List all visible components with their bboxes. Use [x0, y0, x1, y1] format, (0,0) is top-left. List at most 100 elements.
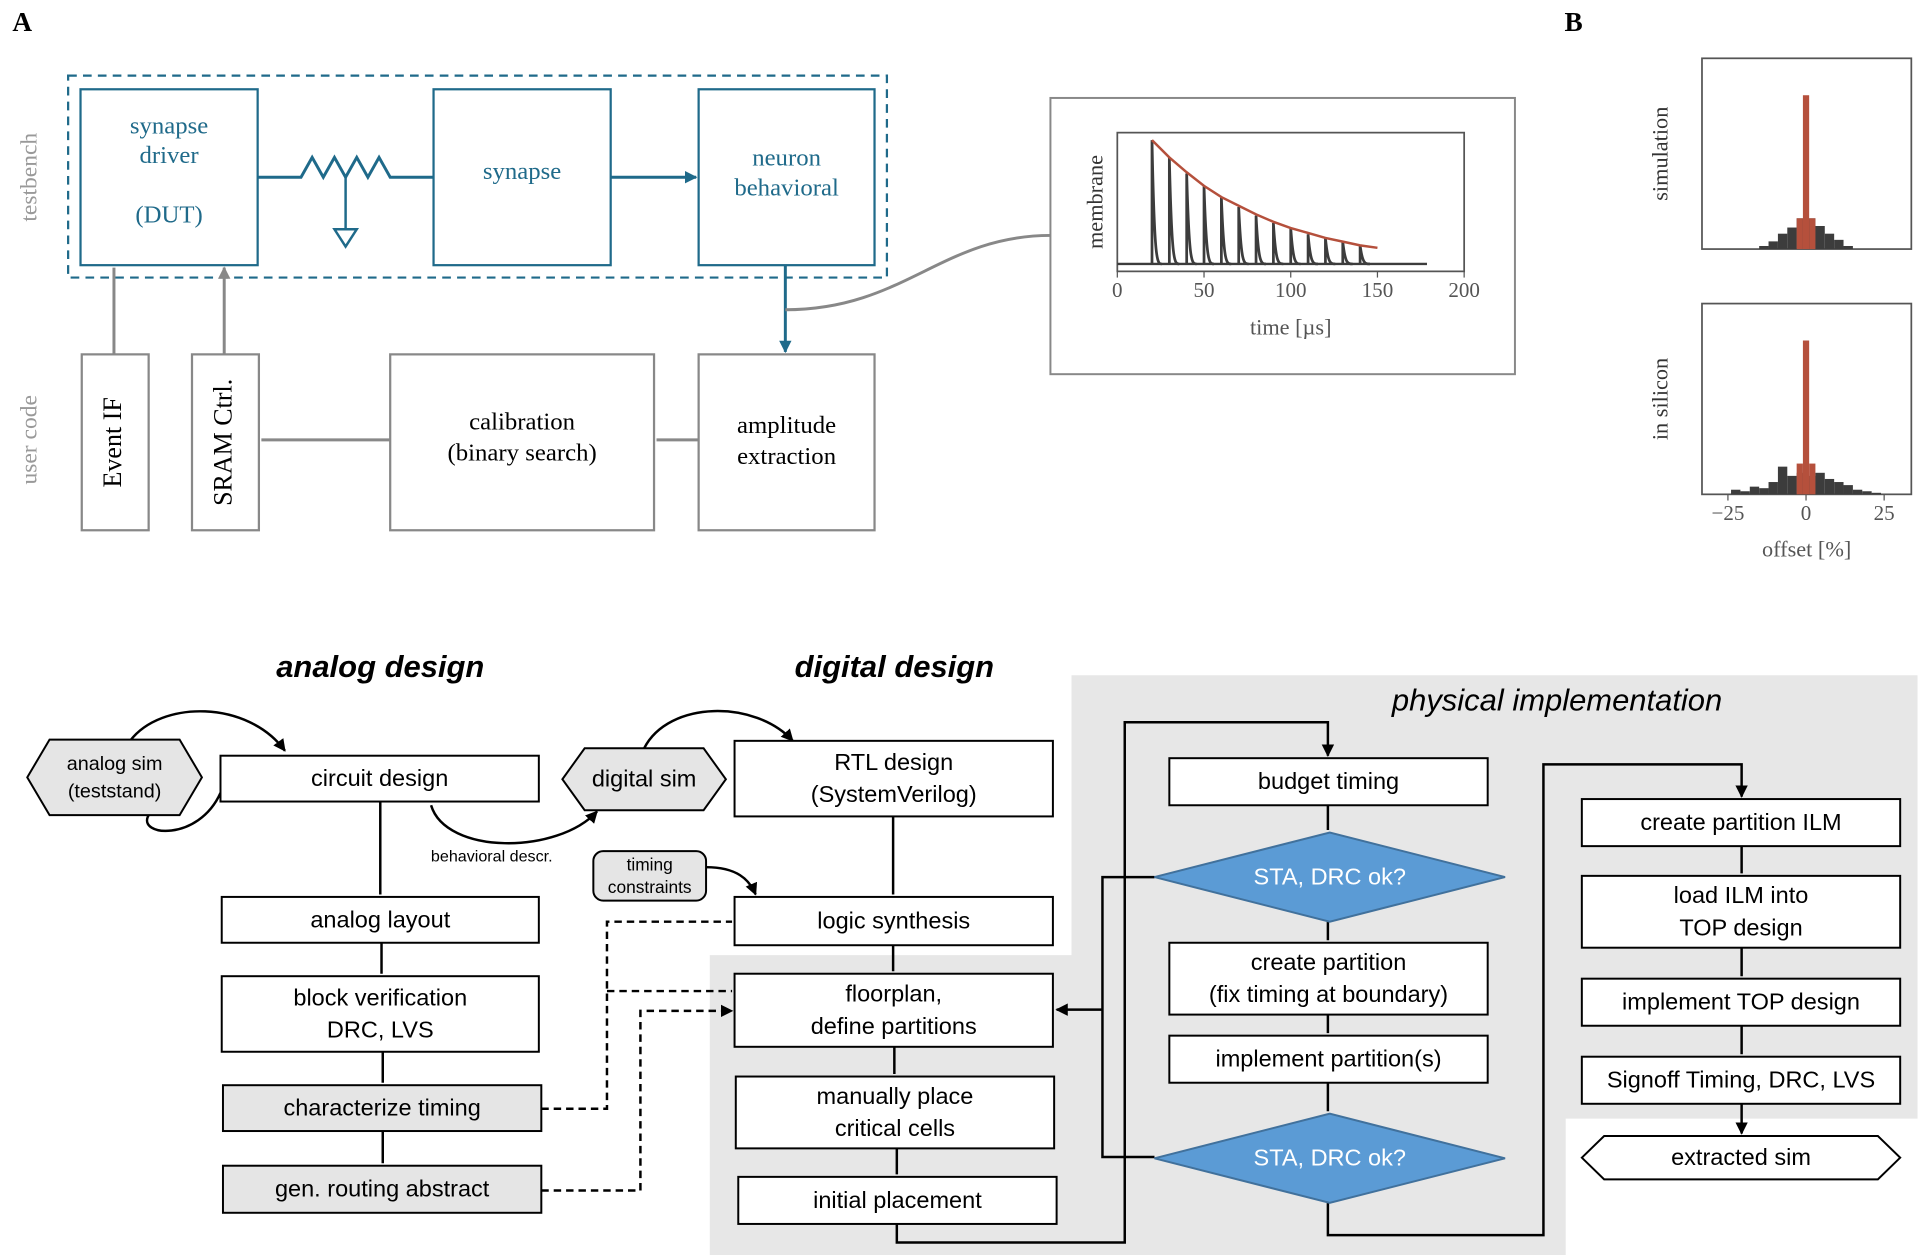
arrow	[1326, 763, 1748, 1237]
pulse	[1150, 140, 1162, 266]
flow-label: analog layout	[310, 906, 450, 932]
hist-bar	[1809, 463, 1816, 495]
arrow	[112, 268, 699, 442]
flow-label: digital sim	[592, 766, 697, 792]
arrow	[895, 721, 1335, 1244]
block-label: (binary search)	[448, 439, 597, 466]
pulse	[1306, 234, 1319, 266]
hist-bar	[1796, 463, 1803, 495]
flow-label: load ILM into	[1674, 882, 1809, 908]
hist-bar	[1802, 95, 1810, 250]
pulse	[1324, 237, 1336, 266]
panel-a-lines	[67, 74, 1516, 442]
flow-label: (fix timing at boundary)	[1209, 981, 1448, 1007]
hist-bar	[1843, 245, 1853, 250]
group-label: testbench	[16, 133, 42, 222]
flow-box	[734, 1075, 1056, 1150]
hist-bar	[1809, 218, 1816, 250]
block-label: behavioral	[734, 174, 839, 201]
block-label: Event IF	[98, 397, 127, 487]
flow-label: define partitions	[811, 1013, 977, 1039]
hist-bar	[1852, 489, 1863, 495]
flow-label: TOP design	[1679, 914, 1802, 940]
ground	[332, 177, 360, 249]
y-axis-label: in silicon	[1647, 358, 1672, 440]
flow-box	[1580, 1055, 1902, 1105]
block-label: amplitude	[737, 412, 836, 439]
pulse	[1341, 241, 1353, 266]
hist-bar	[1777, 466, 1788, 495]
flow-box	[220, 895, 540, 944]
hist-bar	[1862, 491, 1872, 495]
x-axis-label: offset [%]	[1762, 536, 1851, 561]
flow-box	[733, 895, 1054, 947]
hist-bar	[1802, 340, 1810, 495]
arrow	[379, 801, 1741, 1175]
dashed-arrow	[541, 920, 732, 1192]
flow-box	[221, 1164, 543, 1214]
loop	[429, 804, 598, 845]
flow-label: critical cells	[835, 1115, 955, 1141]
panel-label: B	[1564, 7, 1582, 37]
flow-box	[1580, 977, 1902, 1027]
pulse	[1185, 173, 1197, 266]
x-tick-label: 150	[1362, 278, 1394, 302]
x-tick-label: 50	[1194, 278, 1215, 302]
pulse	[1358, 245, 1371, 266]
block-label: (DUT)	[135, 202, 202, 229]
hist-bar	[1759, 488, 1769, 495]
hist-bar	[1759, 245, 1769, 250]
flow-label: implement TOP design	[1622, 989, 1860, 1015]
hist-bar	[1815, 225, 1825, 250]
hist-bar	[1731, 489, 1741, 495]
x-tick-label: 0	[1801, 501, 1812, 525]
block	[697, 88, 876, 267]
pulse	[1202, 185, 1214, 266]
pulse	[1237, 206, 1249, 266]
hist-bar	[1843, 485, 1853, 495]
x-tick-label: 100	[1275, 278, 1307, 302]
hist-bar	[1768, 482, 1778, 495]
flow-box	[1168, 757, 1489, 807]
block-label: driver	[140, 142, 200, 169]
flow-box	[592, 850, 708, 902]
block	[190, 353, 261, 532]
flow-box	[737, 1175, 1058, 1225]
flow-label: create partition	[1251, 949, 1407, 975]
flow-label: DRC, LVS	[327, 1017, 434, 1043]
flow-box	[1168, 1034, 1489, 1084]
flow-label: STA, DRC ok?	[1254, 864, 1406, 890]
loop	[145, 792, 222, 833]
flow-hex	[26, 738, 204, 817]
flow-label: (teststand)	[68, 780, 162, 802]
x-axis-label: time [µs]	[1250, 315, 1332, 340]
hist-bar	[1824, 478, 1835, 495]
flow-label: extracted sim	[1671, 1144, 1811, 1170]
block	[432, 88, 612, 267]
edge-label: behavioral descr.	[431, 848, 553, 866]
hist-bar	[1834, 482, 1844, 495]
hist-bar	[1749, 486, 1760, 495]
hist-bar	[1834, 239, 1844, 250]
block-label: SRAM Ctrl.	[208, 379, 237, 506]
flow-label: budget timing	[1258, 768, 1399, 794]
block-label: synapse	[483, 158, 561, 185]
flow-box	[219, 754, 540, 803]
flow-label: manually place	[817, 1083, 974, 1109]
block	[80, 353, 150, 532]
hist-bar	[1787, 227, 1797, 250]
arrow	[706, 865, 758, 896]
flow-label: characterize timing	[283, 1095, 480, 1121]
flow-label: gen. routing abstract	[275, 1176, 490, 1202]
pulse	[1167, 157, 1180, 266]
flow-edges	[129, 709, 1748, 1244]
connector	[785, 233, 1051, 312]
flow-box	[221, 1084, 543, 1133]
block-label: extraction	[737, 443, 837, 470]
flow-box	[1168, 941, 1489, 1016]
flow-label: circuit design	[311, 765, 448, 791]
hist-bar	[1787, 475, 1797, 495]
flow-label: floorplan,	[845, 981, 942, 1007]
